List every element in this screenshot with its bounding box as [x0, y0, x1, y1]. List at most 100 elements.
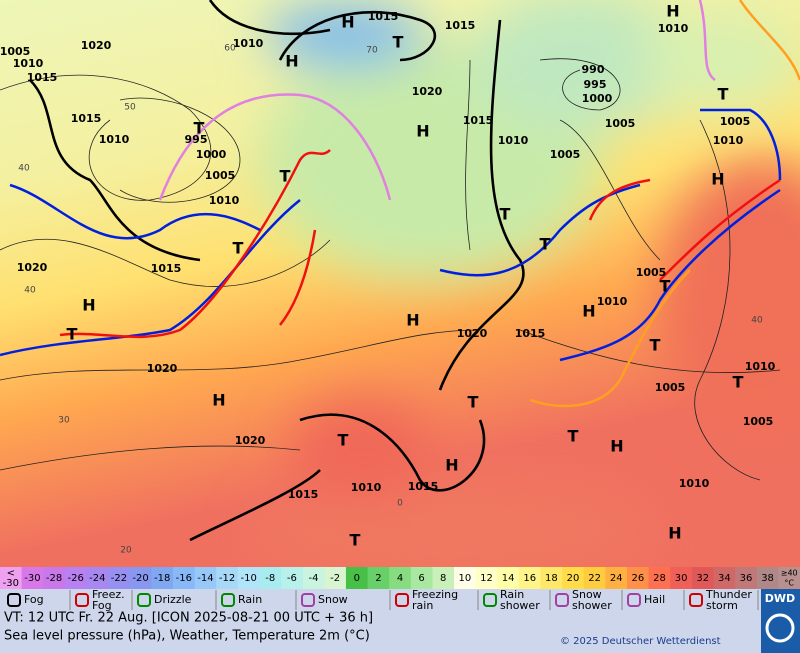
isotherm-label: 30 — [58, 416, 70, 426]
legend-icon — [627, 593, 641, 607]
isotherm-label: 40 — [751, 316, 763, 326]
pressure-label: 1020 — [412, 85, 443, 98]
colorbar-label: -28 — [46, 573, 62, 584]
pressure-label: 1010 — [658, 22, 689, 35]
colorbar-cell — [454, 567, 477, 589]
colorbar-cell — [562, 567, 585, 589]
pressure-label: 1005 — [0, 45, 30, 58]
pressure-label: 1010 — [209, 194, 240, 207]
legend-item: Fog — [24, 593, 44, 606]
pressure-label: 1010 — [13, 57, 44, 70]
colorbar-label: -16 — [176, 573, 192, 584]
pressure-label: 1015 — [151, 262, 182, 275]
pressure-label: 1010 — [99, 133, 130, 146]
valid-time: VT: 12 UTC Fr. 22 Aug. [ICON 2025-08-21 … — [4, 611, 373, 626]
legend-item: Rain — [238, 593, 262, 606]
colorbar-label: 0 — [354, 573, 360, 584]
colorbar-cell — [540, 567, 563, 589]
colorbar-label: -12 — [219, 573, 235, 584]
colorbar-label: 4 — [397, 573, 403, 584]
colorbar-label: 14 — [502, 573, 515, 584]
high-pressure-symbol: H — [416, 122, 429, 141]
colorbar-label: ≥40 — [781, 569, 798, 578]
colorbar-cell — [129, 567, 152, 589]
pressure-label: 1000 — [582, 92, 613, 105]
low-pressure-symbol: T — [233, 239, 244, 258]
pressure-label: 1015 — [27, 71, 58, 84]
colorbar-label: -30 — [24, 573, 40, 584]
colorbar-cell — [583, 567, 606, 589]
colorbar-cell — [324, 567, 347, 589]
colorbar-label: 22 — [588, 573, 601, 584]
high-pressure-symbol: H — [285, 52, 298, 71]
low-pressure-symbol: T — [660, 277, 671, 296]
colorbar-cell — [627, 567, 650, 589]
legend-icon — [555, 593, 569, 607]
colorbar-label: -2 — [330, 573, 340, 584]
pressure-label: 1020 — [235, 434, 266, 447]
high-pressure-symbol: H — [341, 13, 354, 32]
low-pressure-symbol: T — [468, 393, 479, 412]
colorbar-label: -6 — [287, 573, 297, 584]
colorbar-cell — [345, 567, 369, 589]
pressure-label: 1010 — [745, 360, 776, 373]
legend-item: Snow — [318, 593, 348, 606]
pressure-label: 995 — [185, 133, 208, 146]
colorbar-cell — [518, 567, 542, 589]
low-pressure-symbol: T — [718, 85, 729, 104]
isotherm-label: 70 — [366, 46, 378, 56]
low-pressure-symbol: T — [500, 205, 511, 224]
isotherm-label: 60 — [224, 44, 236, 54]
colorbar-cell — [475, 567, 498, 589]
description: Sea level pressure (hPa), Weather, Tempe… — [4, 629, 370, 644]
colorbar-label: 32 — [696, 573, 709, 584]
legend-item: Hail — [644, 593, 665, 606]
colorbar-cell — [389, 567, 412, 589]
pressure-label: 995 — [584, 78, 607, 91]
isobars — [0, 58, 781, 481]
pressure-label: 1020 — [147, 362, 178, 375]
legend-icon — [395, 593, 409, 607]
colorbar-cell — [670, 567, 693, 589]
isotherm-labels: 50 60 70 40 40 30 20 40 0 — [18, 44, 763, 556]
colorbar-label: 38 — [761, 573, 774, 584]
colorbar-cell — [778, 567, 800, 589]
colorbar-label: 2 — [375, 573, 381, 584]
colorbar-label: 10 — [458, 573, 471, 584]
colorbar-cell — [151, 567, 174, 589]
map: 1015101510101020100510101015102099099510… — [0, 0, 800, 580]
low-pressure-symbol: T — [67, 325, 78, 344]
colorbar-label: °C — [784, 579, 794, 588]
colorbar-cell — [64, 567, 87, 589]
isotherm-label: 40 — [24, 286, 36, 296]
legend-icon — [7, 593, 21, 607]
colorbar-label: < — [7, 568, 15, 579]
pressure-label: 1005 — [655, 381, 686, 394]
colorbar-label: -24 — [89, 573, 105, 584]
colorbar-cell — [410, 567, 433, 589]
pressure-label: 1015 — [408, 480, 439, 493]
colorbar-label: 24 — [610, 573, 623, 584]
pressure-label: 1005 — [605, 117, 636, 130]
pressure-label: 1005 — [743, 415, 774, 428]
isotherm-label: 50 — [124, 103, 136, 113]
pressure-label: 1020 — [457, 327, 488, 340]
legend-item: Freez. Fog — [92, 588, 125, 612]
colorbar-label: -22 — [111, 573, 127, 584]
colorbar-cell — [691, 567, 715, 589]
pressure-label: 1010 — [351, 481, 382, 494]
pressure-label: 1015 — [445, 19, 476, 32]
legend-item: Snow shower — [572, 588, 612, 612]
colorbar-label: -8 — [265, 573, 275, 584]
isotherm-label: 0 — [397, 499, 403, 509]
high-pressure-symbol: H — [445, 456, 458, 475]
colorbar-cell — [605, 567, 628, 589]
colorbar-cell — [216, 567, 239, 589]
colorbar-cell — [713, 567, 736, 589]
pressure-label: 1010 — [233, 37, 264, 50]
high-pressure-symbol: H — [212, 391, 225, 410]
low-pressure-symbol: T — [568, 427, 579, 446]
colorbar-label: 34 — [718, 573, 731, 584]
colorbar-label: 6 — [418, 573, 424, 584]
colorbar-label: 12 — [480, 573, 493, 584]
